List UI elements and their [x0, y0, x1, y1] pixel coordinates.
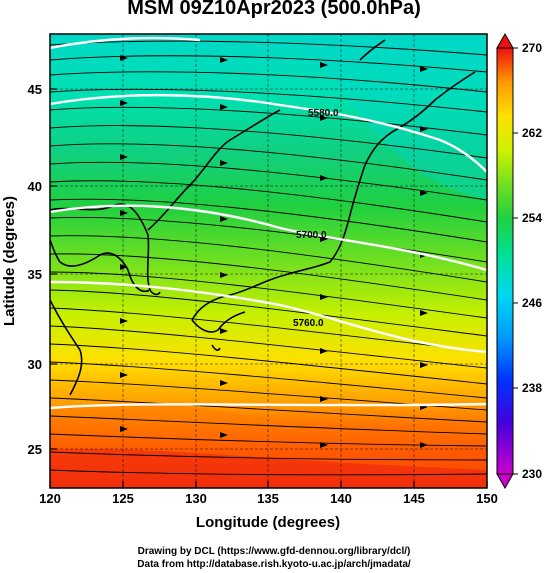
y-tick-label: 35 [28, 267, 42, 282]
contour-label-5700: 5700.0 [296, 230, 327, 241]
height-contours [50, 36, 487, 410]
credit-data-source: Data from http://database.rish.kyoto-u.a… [137, 559, 411, 570]
colorbar-label: 230 [522, 467, 542, 481]
colorbar-label: 262 [522, 126, 542, 140]
colorbar-scale [496, 47, 514, 475]
x-tick-label: 135 [257, 491, 279, 506]
y-tick-label: 30 [28, 357, 42, 372]
y-axis: 45 40 35 30 25 Latitude (degrees) [1, 82, 57, 457]
y-axis-label: Latitude (degrees) [1, 196, 18, 326]
colorbar-label: 238 [522, 381, 542, 395]
x-tick-label: 140 [330, 491, 352, 506]
colorbar-min-arrow [496, 473, 514, 490]
x-axis: 120 125 130 135 140 145 150 Longitude (d… [39, 481, 498, 531]
colorbar-label: 270 [522, 41, 542, 55]
wind-streamlines [50, 40, 487, 476]
x-tick-label: 150 [476, 491, 498, 506]
x-tick-label: 145 [403, 491, 425, 506]
x-tick-label: 125 [112, 491, 134, 506]
contour-label-5760: 5760.0 [293, 318, 324, 329]
y-tick-label: 45 [28, 82, 42, 97]
y-tick-label: 25 [28, 442, 42, 457]
x-tick-label: 130 [185, 491, 207, 506]
credit-drawing: Drawing by DCL (https://www.gfd-dennou.o… [137, 546, 411, 557]
contour-labels: 5580.0 5700.0 5760.0 [293, 108, 339, 329]
colorbar: 270 262 254 246 238 230 [496, 32, 542, 490]
wind-arrowheads [120, 55, 428, 448]
contour-label-5580: 5580.0 [308, 108, 339, 119]
y-tick-label: 40 [28, 179, 42, 194]
plot-title: MSM 09Z10Apr2023 (500.0hPa) [127, 0, 421, 19]
x-tick-label: 120 [39, 491, 61, 506]
colorbar-label: 254 [522, 211, 542, 225]
colorbar-label: 246 [522, 296, 542, 310]
x-axis-label: Longitude (degrees) [196, 514, 340, 531]
colorbar-max-arrow [496, 32, 514, 49]
